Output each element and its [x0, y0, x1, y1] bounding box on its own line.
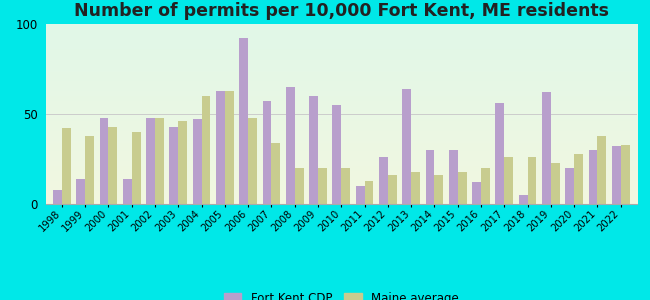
Bar [621, 145, 630, 204]
Bar [411, 172, 420, 204]
Bar [566, 168, 574, 204]
Bar [434, 175, 443, 204]
Bar [519, 195, 528, 204]
Bar [426, 150, 434, 204]
Bar [202, 96, 211, 204]
Bar [286, 87, 294, 204]
Bar [248, 118, 257, 204]
Bar [309, 96, 318, 204]
Bar [239, 38, 248, 204]
Bar [365, 181, 373, 204]
Bar [458, 172, 467, 204]
Bar [170, 127, 178, 204]
Bar [481, 168, 490, 204]
Bar [597, 136, 606, 204]
Bar [528, 157, 536, 204]
Legend: Fort Kent CDP, Maine average: Fort Kent CDP, Maine average [219, 287, 463, 300]
Bar [263, 101, 272, 204]
Bar [504, 157, 513, 204]
Bar [216, 91, 225, 204]
Bar [192, 119, 202, 204]
Bar [99, 118, 109, 204]
Bar [146, 118, 155, 204]
Bar [62, 128, 71, 204]
Bar [272, 143, 280, 204]
Bar [402, 89, 411, 204]
Bar [294, 168, 304, 204]
Bar [588, 150, 597, 204]
Bar [379, 157, 388, 204]
Bar [574, 154, 583, 204]
Bar [551, 163, 560, 204]
Bar [109, 127, 117, 204]
Bar [341, 168, 350, 204]
Bar [178, 121, 187, 204]
Bar [225, 91, 233, 204]
Bar [472, 182, 481, 204]
Bar [85, 136, 94, 204]
Title: Number of permits per 10,000 Fort Kent, ME residents: Number of permits per 10,000 Fort Kent, … [73, 2, 609, 20]
Bar [612, 146, 621, 204]
Bar [123, 179, 132, 204]
Bar [332, 105, 341, 204]
Bar [495, 103, 504, 204]
Bar [542, 92, 551, 204]
Bar [155, 118, 164, 204]
Bar [449, 150, 458, 204]
Bar [318, 168, 327, 204]
Bar [388, 175, 396, 204]
Bar [76, 179, 85, 204]
Bar [356, 186, 365, 204]
Bar [53, 190, 62, 204]
Bar [132, 132, 140, 204]
